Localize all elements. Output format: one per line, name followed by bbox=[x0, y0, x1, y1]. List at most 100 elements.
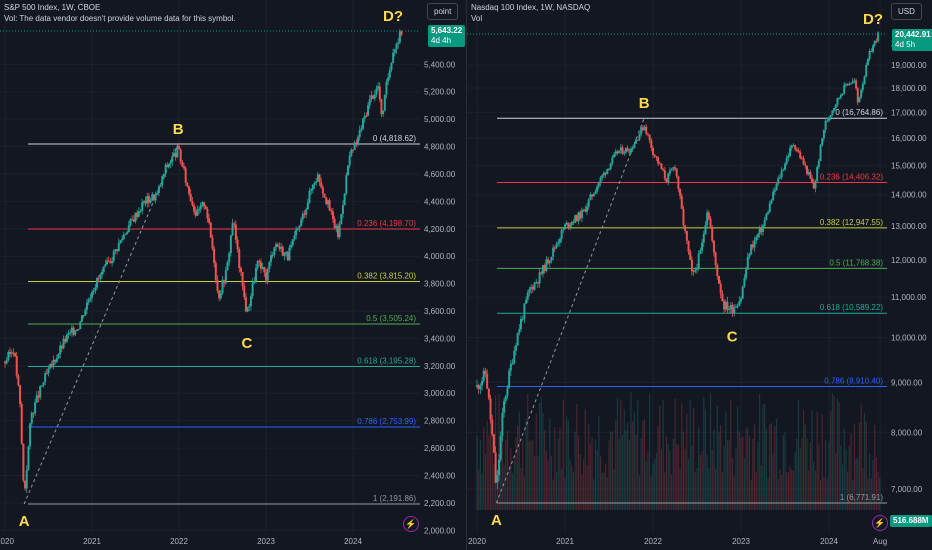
candle-body bbox=[305, 209, 308, 215]
candle-body bbox=[273, 247, 276, 255]
price-axis-label: 12,000.00 bbox=[891, 256, 927, 265]
candle-body bbox=[22, 443, 25, 481]
volume-bar bbox=[816, 411, 818, 510]
candle-body bbox=[850, 83, 852, 85]
candle-body bbox=[261, 267, 264, 269]
candle-body bbox=[865, 65, 868, 77]
ndx-chart-pane[interactable]: 19,000.00 18,000.00 17,000.00 16,000.00 15,0… bbox=[466, 0, 932, 550]
candle-body bbox=[675, 168, 678, 177]
volume-bar bbox=[841, 464, 844, 510]
volume-bar bbox=[843, 428, 845, 510]
volume-bar bbox=[601, 473, 603, 510]
candle-body bbox=[509, 364, 512, 371]
price-axis-label: 4,000.00 bbox=[424, 252, 456, 261]
candle-body bbox=[189, 193, 192, 202]
time-axis-label: 2022 bbox=[644, 537, 662, 546]
volume-bar bbox=[501, 419, 503, 510]
price-axis-label: 5,000.00 bbox=[424, 115, 456, 124]
candle-body bbox=[829, 114, 832, 118]
volume-bar bbox=[709, 393, 712, 510]
candle-body bbox=[300, 219, 303, 226]
candle-body bbox=[124, 233, 127, 235]
volume-bar bbox=[650, 476, 652, 510]
candle-body bbox=[209, 222, 212, 238]
candle-body bbox=[249, 296, 252, 307]
volume-bar bbox=[508, 466, 510, 510]
volume-bar bbox=[867, 478, 869, 510]
candle-body bbox=[169, 161, 172, 164]
time-axis-label: 2021 bbox=[83, 537, 101, 546]
price-axis-label: 16,000.00 bbox=[891, 134, 927, 143]
candle-body bbox=[665, 178, 668, 183]
candle-body bbox=[555, 244, 558, 248]
candle-body bbox=[4, 361, 6, 364]
candle-body bbox=[285, 252, 288, 254]
volume-bar bbox=[723, 446, 725, 510]
currency-button[interactable]: USD bbox=[891, 3, 922, 20]
candle-body bbox=[777, 178, 780, 184]
volume-bar bbox=[738, 431, 740, 510]
sp500-lightning-icon[interactable]: ⚡ bbox=[403, 516, 419, 532]
time-axis-label: 2023 bbox=[732, 537, 750, 546]
candle-body bbox=[29, 423, 32, 447]
volume-bar bbox=[550, 455, 553, 510]
sp500-chart-canvas[interactable]: 5,400.00 5,200.00 5,000.00 4,800.00 4,600.00… bbox=[0, 0, 466, 550]
candle-body bbox=[728, 308, 731, 310]
ndx-symbol-title[interactable]: Nasdaq 100 Index, 1W, NASDAQ bbox=[471, 3, 591, 12]
candle-body bbox=[533, 282, 536, 290]
candle-body bbox=[518, 329, 521, 333]
volume-bar bbox=[877, 471, 879, 510]
candle-body bbox=[773, 189, 776, 192]
volume-bar bbox=[638, 475, 641, 510]
candle-body bbox=[523, 303, 526, 319]
volume-bar bbox=[535, 413, 537, 510]
candle-body bbox=[623, 152, 626, 154]
volume-bar bbox=[781, 474, 783, 510]
candle-body bbox=[377, 86, 380, 89]
ndx-lightning-icon[interactable]: ⚡ bbox=[872, 515, 888, 531]
sp500-symbol-title[interactable]: S&P 500 Index, 1W, CBOE bbox=[4, 3, 101, 12]
volume-bar bbox=[852, 479, 854, 510]
volume-bar bbox=[704, 408, 707, 510]
candle-body bbox=[236, 239, 239, 250]
candle-body bbox=[151, 194, 154, 201]
candle-body bbox=[219, 293, 222, 299]
scale-mode-button[interactable]: point bbox=[427, 3, 459, 20]
volume-bar bbox=[689, 400, 691, 510]
ndx-chart-canvas[interactable]: 19,000.00 18,000.00 17,000.00 16,000.00 15,0… bbox=[467, 0, 932, 550]
candle-body bbox=[141, 202, 144, 211]
volume-bar bbox=[872, 459, 874, 510]
volume-bar bbox=[559, 427, 561, 510]
candle-body bbox=[564, 224, 566, 230]
candle-body bbox=[311, 184, 314, 190]
candle-body bbox=[281, 246, 284, 256]
sp500-chart-pane[interactable]: 5,400.00 5,200.00 5,000.00 4,800.00 4,600.00… bbox=[0, 0, 466, 550]
candle-body bbox=[213, 248, 216, 264]
volume-bar bbox=[608, 440, 610, 510]
candle-body bbox=[288, 247, 291, 261]
price-axis-label: 3,800.00 bbox=[424, 280, 456, 289]
candle-body bbox=[362, 118, 365, 129]
volume-bar bbox=[505, 439, 507, 510]
candle-body bbox=[687, 240, 690, 252]
time-axis-label: 2023 bbox=[257, 537, 275, 546]
candle-body bbox=[243, 285, 246, 298]
candle-body bbox=[584, 209, 587, 212]
volume-bar bbox=[496, 469, 498, 510]
candle-body bbox=[106, 260, 109, 265]
candle-body bbox=[706, 212, 709, 226]
candle-body bbox=[72, 327, 75, 335]
candle-body bbox=[828, 117, 830, 121]
candle-body bbox=[704, 225, 707, 234]
candle-body bbox=[701, 242, 704, 251]
candle-body bbox=[184, 168, 187, 183]
candle-body bbox=[662, 169, 665, 171]
price-axis-label: 7,000.00 bbox=[891, 485, 923, 494]
volume-bar bbox=[774, 426, 776, 510]
volume-bar bbox=[652, 463, 654, 510]
candle-body bbox=[208, 218, 211, 223]
candle-body bbox=[741, 286, 744, 299]
volume-bar bbox=[828, 441, 830, 510]
candle-body bbox=[112, 251, 115, 261]
candle-body bbox=[134, 212, 137, 222]
